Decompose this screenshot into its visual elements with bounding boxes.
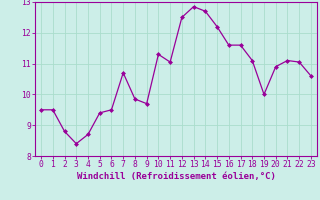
X-axis label: Windchill (Refroidissement éolien,°C): Windchill (Refroidissement éolien,°C)	[76, 172, 276, 181]
